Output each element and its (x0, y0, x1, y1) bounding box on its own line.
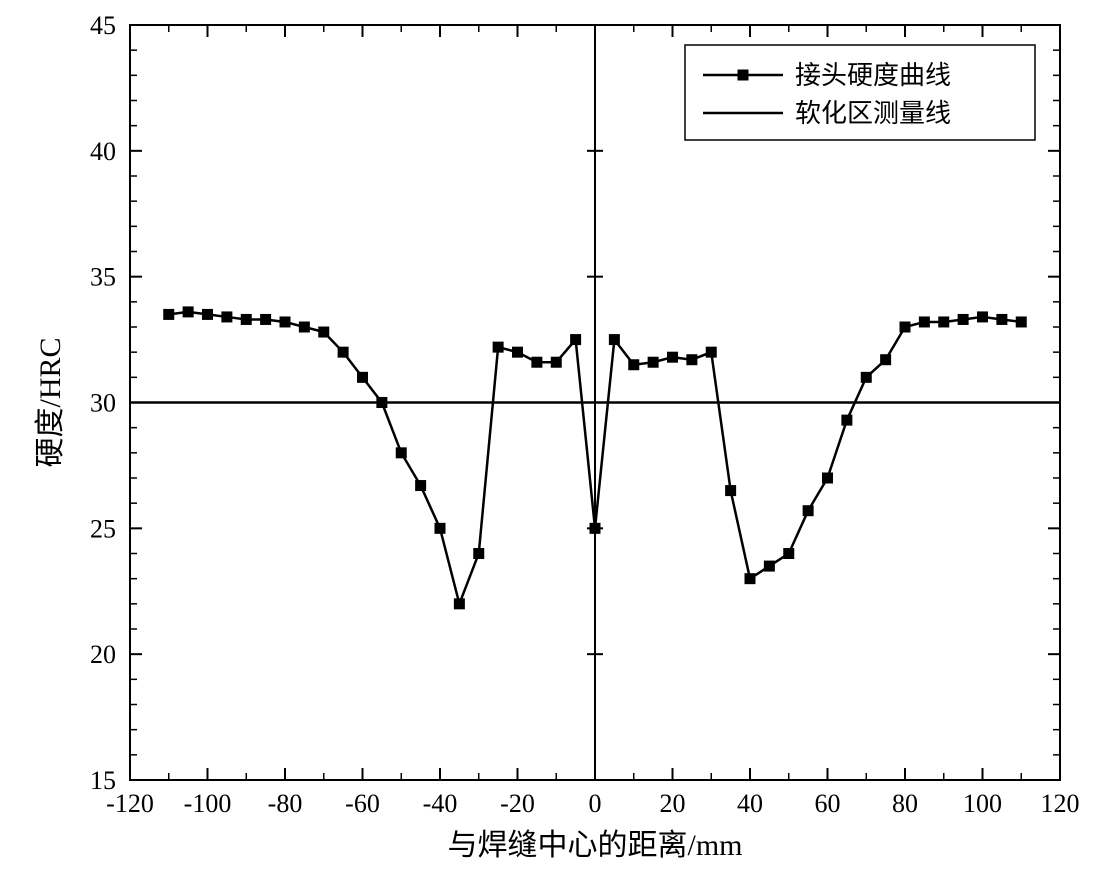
x-tick-label: 20 (660, 789, 686, 818)
y-tick-label: 15 (90, 766, 116, 795)
data-marker (823, 473, 833, 483)
data-marker (513, 347, 523, 357)
x-tick-label: -60 (345, 789, 380, 818)
data-marker (338, 347, 348, 357)
data-marker (396, 448, 406, 458)
y-tick-label: 25 (90, 514, 116, 543)
data-marker (706, 347, 716, 357)
data-marker (164, 309, 174, 319)
data-marker (958, 314, 968, 324)
x-tick-label: 60 (815, 789, 841, 818)
data-marker (551, 357, 561, 367)
data-marker (900, 322, 910, 332)
x-tick-label: 120 (1041, 789, 1080, 818)
x-axis-label: 与焊缝中心的距离/mm (447, 829, 742, 862)
data-marker (474, 549, 484, 559)
data-marker (1016, 317, 1026, 327)
y-tick-label: 45 (90, 11, 116, 40)
data-marker (532, 357, 542, 367)
x-tick-label: 100 (963, 789, 1002, 818)
y-tick-label: 30 (90, 389, 116, 418)
x-tick-label: -100 (184, 789, 232, 818)
x-tick-label: 80 (892, 789, 918, 818)
data-marker (939, 317, 949, 327)
hardness-chart: -120-100-80-60-40-2002040608010012015202… (0, 0, 1110, 879)
data-marker (493, 342, 503, 352)
x-tick-label: -40 (423, 789, 458, 818)
data-marker (319, 327, 329, 337)
data-marker (687, 355, 697, 365)
y-axis-label: 硬度/HRC (34, 337, 67, 467)
data-marker (648, 357, 658, 367)
data-marker (997, 314, 1007, 324)
x-tick-label: -80 (268, 789, 303, 818)
data-marker (629, 360, 639, 370)
data-marker (978, 312, 988, 322)
data-marker (726, 486, 736, 496)
y-tick-label: 35 (90, 263, 116, 292)
x-tick-label: -20 (500, 789, 535, 818)
y-tick-label: 20 (90, 640, 116, 669)
data-marker (842, 415, 852, 425)
y-tick-label: 40 (90, 137, 116, 166)
data-marker (745, 574, 755, 584)
data-marker (435, 523, 445, 533)
chart-container: -120-100-80-60-40-2002040608010012015202… (0, 0, 1110, 879)
data-marker (222, 312, 232, 322)
data-marker (299, 322, 309, 332)
data-marker (861, 372, 871, 382)
data-marker (241, 314, 251, 324)
data-marker (203, 309, 213, 319)
data-marker (416, 481, 426, 491)
x-tick-label: 0 (589, 789, 602, 818)
data-marker (183, 307, 193, 317)
data-marker (590, 523, 600, 533)
data-marker (668, 352, 678, 362)
data-marker (803, 506, 813, 516)
legend-item-2: 软化区测量线 (795, 99, 951, 128)
x-tick-label: 40 (737, 789, 763, 818)
data-marker (571, 335, 581, 345)
data-marker (784, 549, 794, 559)
legend-marker-icon (738, 70, 748, 80)
data-marker (764, 561, 774, 571)
data-marker (377, 398, 387, 408)
data-marker (280, 317, 290, 327)
data-marker (609, 335, 619, 345)
data-marker (881, 355, 891, 365)
data-marker (261, 314, 271, 324)
data-marker (358, 372, 368, 382)
legend-item-1: 接头硬度曲线 (795, 61, 951, 90)
data-marker (454, 599, 464, 609)
data-marker (919, 317, 929, 327)
